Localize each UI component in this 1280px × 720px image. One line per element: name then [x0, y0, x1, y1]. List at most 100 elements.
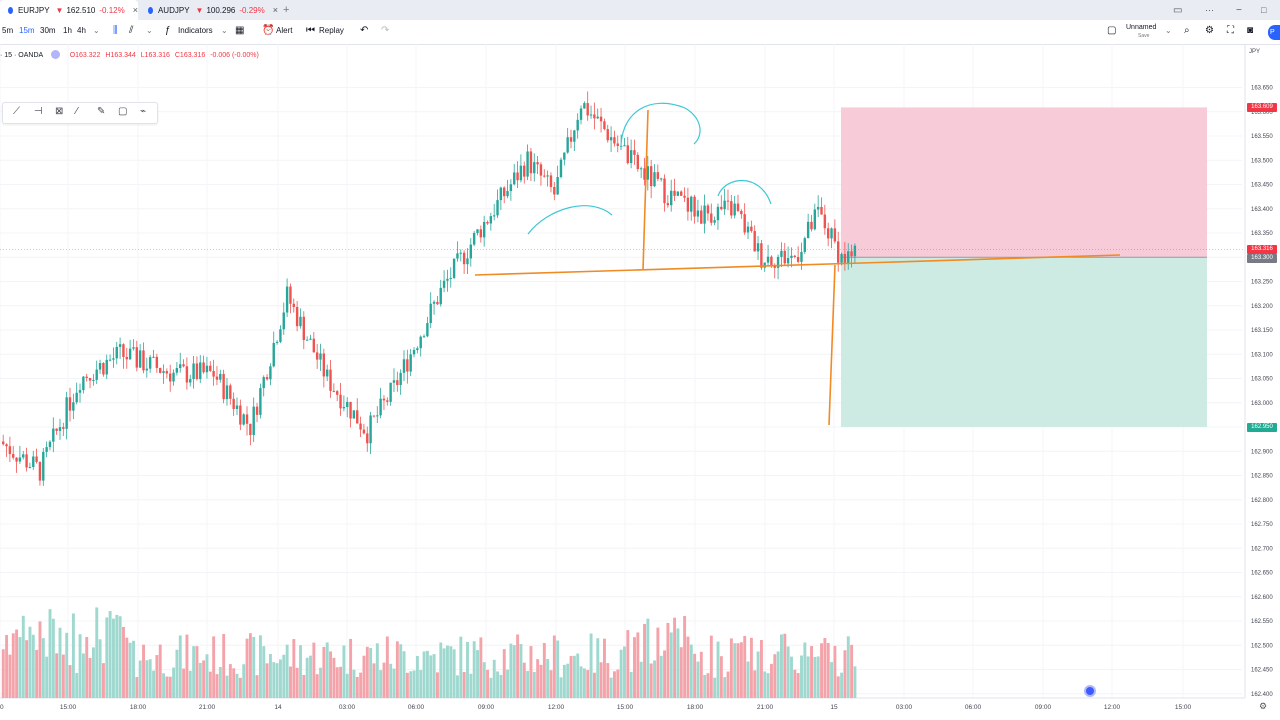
- price-tick-label: 163.000: [1251, 401, 1273, 407]
- candle: [513, 172, 516, 185]
- camera-icon[interactable]: ◙: [1247, 25, 1254, 36]
- candle: [603, 121, 606, 130]
- fullscreen-icon[interactable]: ⛶: [1227, 25, 1234, 36]
- volume-bar: [476, 650, 479, 698]
- candle: [783, 250, 786, 264]
- interval-15m[interactable]: 15m: [19, 26, 35, 35]
- path-icon[interactable]: ⌁: [140, 106, 147, 117]
- candle: [289, 286, 292, 304]
- search-icon[interactable]: ⌕: [1184, 25, 1190, 36]
- time-tick-label: 09:00: [1035, 704, 1052, 711]
- candle: [816, 206, 820, 210]
- visibility-icon[interactable]: [50, 50, 60, 59]
- templates-icon[interactable]: ▦: [235, 25, 245, 36]
- candle: [202, 362, 205, 373]
- indicators-button[interactable]: Indicators: [178, 26, 213, 35]
- candle: [18, 457, 22, 462]
- volume-bar: [322, 646, 326, 698]
- volume-bar: [385, 636, 389, 698]
- indicators-icon[interactable]: ƒ: [165, 25, 171, 36]
- rectangle-icon[interactable]: ▢: [118, 106, 128, 117]
- trendline-icon[interactable]: ⟋: [13, 106, 20, 117]
- alert-button[interactable]: Alert: [276, 26, 293, 35]
- price-tick-label: 163.600: [1251, 110, 1273, 116]
- ray-icon[interactable]: ⁄: [76, 106, 78, 117]
- chevron-down-icon[interactable]: ⌄: [221, 26, 228, 35]
- take-profit-zone[interactable]: [841, 257, 1207, 427]
- replay-icon[interactable]: ⏮: [306, 25, 315, 36]
- candle: [826, 228, 830, 239]
- layout-name[interactable]: Unnamed: [1126, 24, 1157, 31]
- undo-icon[interactable]: ↶: [360, 25, 369, 36]
- candle: [422, 336, 426, 338]
- candle: [680, 191, 683, 196]
- close-tab-icon[interactable]: ×: [132, 5, 138, 15]
- volume-bar: [603, 638, 606, 698]
- candle: [716, 206, 720, 221]
- chevron-down-icon[interactable]: ⌄: [93, 26, 100, 35]
- candle: [25, 454, 28, 468]
- currency-label[interactable]: JPY: [1249, 49, 1261, 55]
- candle: [780, 250, 783, 257]
- gear-icon[interactable]: ⚙: [1205, 25, 1214, 36]
- volume-bar: [686, 636, 690, 698]
- volume-bar: [382, 662, 386, 698]
- stop-loss-zone[interactable]: [841, 107, 1207, 258]
- volume-bar: [212, 636, 216, 698]
- candle: [312, 338, 316, 353]
- interval-1h[interactable]: 1h: [63, 26, 72, 35]
- publish-button[interactable]: P: [1268, 25, 1280, 40]
- volume-bar: [81, 653, 85, 698]
- volume-bar: [532, 671, 536, 698]
- volume-bar: [499, 674, 503, 698]
- brush-icon[interactable]: ✎: [97, 106, 106, 117]
- candle: [847, 251, 850, 263]
- volume-bar: [235, 673, 239, 698]
- legend-symbol[interactable]: · 15 · OANDA: [0, 52, 43, 59]
- candle: [319, 353, 322, 360]
- volume-bar: [770, 663, 773, 698]
- interval-30m[interactable]: 30m: [40, 26, 56, 35]
- candles-icon[interactable]: ⫼: [113, 25, 118, 36]
- volume-bar: [258, 635, 262, 698]
- minimize-icon[interactable]: −: [1236, 4, 1242, 16]
- bar-style-icon[interactable]: ⫽: [129, 25, 134, 36]
- layout-icon[interactable]: ▢: [1107, 25, 1117, 36]
- window-menu-icon[interactable]: ▭: [1173, 4, 1183, 16]
- candle: [175, 368, 179, 373]
- candle: [142, 350, 145, 371]
- chevron-down-icon[interactable]: ⌄: [146, 26, 153, 35]
- horizontal-line-icon[interactable]: ⊣: [34, 106, 43, 117]
- chart-grid: [0, 44, 1246, 699]
- replay-button[interactable]: Replay: [319, 26, 344, 35]
- gear-icon[interactable]: ⚙: [1259, 701, 1268, 711]
- symbol-tab-eurjpy[interactable]: EURJPY ▼ 162.510 -0.12% ×: [0, 0, 138, 20]
- volume-bar: [375, 643, 379, 698]
- candle: [396, 380, 399, 386]
- price-tick-label: 163.150: [1251, 328, 1273, 334]
- alarm-icon[interactable]: ⏰: [262, 25, 275, 36]
- chevron-down-icon[interactable]: ⌄: [1165, 26, 1172, 35]
- symbol-tab-audjpy[interactable]: AUDJPY ▼ 100.296 -0.29% ×: [140, 0, 278, 20]
- layout-save[interactable]: Save: [1138, 33, 1150, 39]
- candle: [209, 365, 212, 371]
- legend-close: C163.316: [174, 52, 206, 59]
- more-icon[interactable]: ···: [1205, 5, 1214, 15]
- add-tab-icon[interactable]: +: [283, 4, 290, 16]
- volume-bar: [753, 670, 757, 698]
- price-tick-label: 163.050: [1251, 377, 1273, 383]
- maximize-icon[interactable]: □: [1261, 5, 1267, 15]
- candle: [135, 347, 138, 368]
- close-tab-icon[interactable]: ×: [272, 5, 278, 15]
- volume-bar: [810, 646, 813, 698]
- pattern-icon[interactable]: ⊠: [55, 106, 64, 117]
- interval-5m[interactable]: 5m: [2, 26, 14, 35]
- candle: [212, 370, 215, 377]
- redo-icon[interactable]: ↷: [381, 25, 390, 36]
- interval-4h[interactable]: 4h: [77, 26, 86, 35]
- tab-symbol: AUDJPY: [157, 5, 190, 15]
- current-price-label: 163.316: [1247, 245, 1277, 254]
- volume-bar: [613, 671, 616, 698]
- volume-bar: [115, 614, 119, 698]
